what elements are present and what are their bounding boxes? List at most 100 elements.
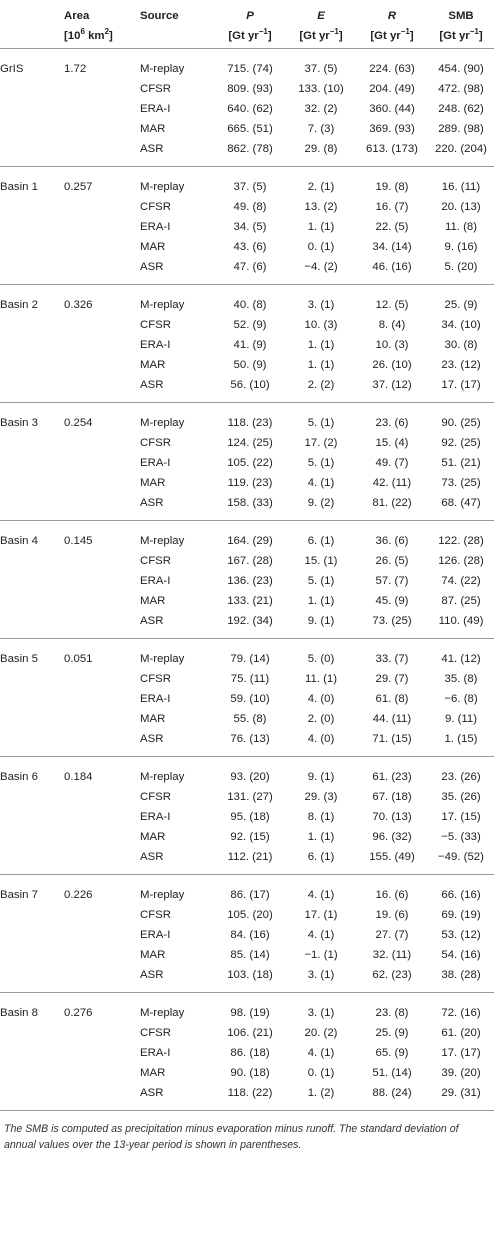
- source-cell: MAR: [140, 122, 166, 135]
- table-row: ERA-I 640. (62) 32. (2) 360. (44) 248. (62): [0, 99, 494, 119]
- r-cell: 67. (18): [372, 790, 412, 803]
- r-cell: 8. (4): [378, 318, 406, 331]
- r-cell: 73. (25): [372, 614, 412, 627]
- table-row: ASR 192. (34) 9. (1) 73. (25) 110. (49): [0, 611, 494, 639]
- e-cell: 13. (2): [304, 200, 338, 213]
- area-header: Area [106 km2]: [64, 0, 140, 48]
- area-cell: [64, 689, 140, 709]
- e-cell: 15. (1): [304, 554, 338, 567]
- r-cell: 10. (3): [375, 338, 409, 351]
- source-cell: ASR: [140, 850, 164, 863]
- p-cell: 86. (17): [230, 888, 270, 901]
- r-cell: 81. (22): [372, 496, 412, 509]
- p-cell: 93. (20): [230, 770, 270, 783]
- region-cell: [0, 493, 64, 521]
- p-cell: 665. (51): [227, 122, 273, 135]
- source-cell: ERA-I: [140, 1046, 171, 1059]
- e-cell: 9. (1): [307, 770, 335, 783]
- smb-cell: 25. (9): [444, 298, 478, 311]
- p-cell: 34. (5): [233, 220, 267, 233]
- area-cell: [64, 197, 140, 217]
- e-header: E [Gt yr−1]: [299, 10, 343, 42]
- smb-cell: 17. (15): [441, 810, 481, 823]
- area-cell: [64, 827, 140, 847]
- smb-cell: 5. (20): [444, 260, 478, 273]
- r-cell: 34. (14): [372, 240, 412, 253]
- smb-cell: 30. (8): [444, 338, 478, 351]
- area-cell: 1.72: [64, 62, 87, 75]
- p-cell: 41. (9): [233, 338, 267, 351]
- e-cell: 1. (2): [307, 1086, 335, 1099]
- source-cell: ERA-I: [140, 928, 171, 941]
- region-cell: [0, 257, 64, 285]
- region-cell: [0, 335, 64, 355]
- p-cell: 118. (23): [227, 416, 273, 429]
- smb-cell: 53. (12): [441, 928, 481, 941]
- r-cell: 613. (173): [366, 142, 418, 155]
- region-cell: [0, 315, 64, 335]
- area-cell: [64, 591, 140, 611]
- source-header: Source: [140, 10, 179, 22]
- r-cell: 224. (63): [369, 62, 415, 75]
- region-header: [0, 0, 64, 48]
- r-cell: 23. (6): [375, 416, 409, 429]
- area-cell: 0.257: [64, 180, 93, 193]
- table-row: ERA-I 105. (22) 5. (1) 49. (7) 51. (21): [0, 453, 494, 473]
- smb-cell: 454. (90): [438, 62, 484, 75]
- smb-header: SMB [Gt yr−1]: [439, 10, 483, 42]
- region-cell: Basin 2: [0, 298, 38, 311]
- source-cell: ERA-I: [140, 338, 171, 351]
- r-cell: 26. (5): [375, 554, 409, 567]
- r-cell: 360. (44): [369, 102, 415, 115]
- smb-cell: 9. (16): [444, 240, 478, 253]
- p-cell: 75. (11): [230, 672, 270, 685]
- area-cell: [64, 473, 140, 493]
- region-group: Basin 1 0.257 M-replay 37. (5) 2. (1) 19. (8)…: [0, 166, 494, 284]
- source-cell: ASR: [140, 496, 164, 509]
- table-row: MAR 85. (14) −1. (1) 32. (11) 54. (16): [0, 945, 494, 965]
- table-row: Basin 7 0.226 M-replay 86. (17) 4. (1) 16. (6…: [0, 874, 494, 905]
- table-row: Basin 6 0.184 M-replay 93. (20) 9. (1) 61. (2…: [0, 756, 494, 787]
- table-row: ASR 56. (10) 2. (2) 37. (12) 17. (17): [0, 375, 494, 403]
- source-cell: ERA-I: [140, 220, 171, 233]
- table-row: ASR 158. (33) 9. (2) 81. (22) 68. (47): [0, 493, 494, 521]
- p-cell: 105. (22): [227, 456, 273, 469]
- source-cell: ERA-I: [140, 810, 171, 823]
- e-cell: −1. (1): [304, 948, 338, 961]
- r-cell: 369. (93): [369, 122, 415, 135]
- region-cell: [0, 945, 64, 965]
- r-cell: 96. (32): [372, 830, 412, 843]
- p-cell: 164. (29): [227, 534, 273, 547]
- p-cell: 47. (6): [233, 260, 267, 273]
- region-cell: [0, 689, 64, 709]
- area-cell: [64, 79, 140, 99]
- table-row: ERA-I 86. (18) 4. (1) 65. (9) 17. (17): [0, 1043, 494, 1063]
- smb-cell: 90. (25): [441, 416, 481, 429]
- e-cell: 4. (1): [307, 1046, 335, 1059]
- area-cell: [64, 945, 140, 965]
- region-cell: [0, 571, 64, 591]
- p-cell: 55. (8): [233, 712, 267, 725]
- source-cell: M-replay: [140, 62, 185, 75]
- region-group: Basin 6 0.184 M-replay 93. (20) 9. (1) 61. (2…: [0, 756, 494, 874]
- r-cell: 33. (7): [375, 652, 409, 665]
- region-cell: Basin 4: [0, 534, 38, 547]
- p-cell: 59. (10): [230, 692, 270, 705]
- smb-cell: 23. (26): [441, 770, 481, 783]
- r-cell: 15. (4): [375, 436, 409, 449]
- e-cell: 1. (1): [307, 338, 335, 351]
- region-cell: Basin 6: [0, 770, 38, 783]
- e-cell: 9. (1): [307, 614, 335, 627]
- source-cell: MAR: [140, 1066, 166, 1079]
- region-cell: [0, 551, 64, 571]
- source-cell: M-replay: [140, 1006, 185, 1019]
- table-row: ASR 118. (22) 1. (2) 88. (24) 29. (31): [0, 1083, 494, 1111]
- table-row: MAR 55. (8) 2. (0) 44. (11) 9. (11): [0, 709, 494, 729]
- smb-cell: −5. (33): [441, 830, 481, 843]
- p-cell: 43. (6): [233, 240, 267, 253]
- table-row: Basin 2 0.326 M-replay 40. (8) 3. (1) 12. (5)…: [0, 284, 494, 315]
- table-row: ERA-I 59. (10) 4. (0) 61. (8) −6. (8): [0, 689, 494, 709]
- area-cell: [64, 807, 140, 827]
- area-cell: [64, 847, 140, 875]
- smb-cell: 20. (13): [441, 200, 481, 213]
